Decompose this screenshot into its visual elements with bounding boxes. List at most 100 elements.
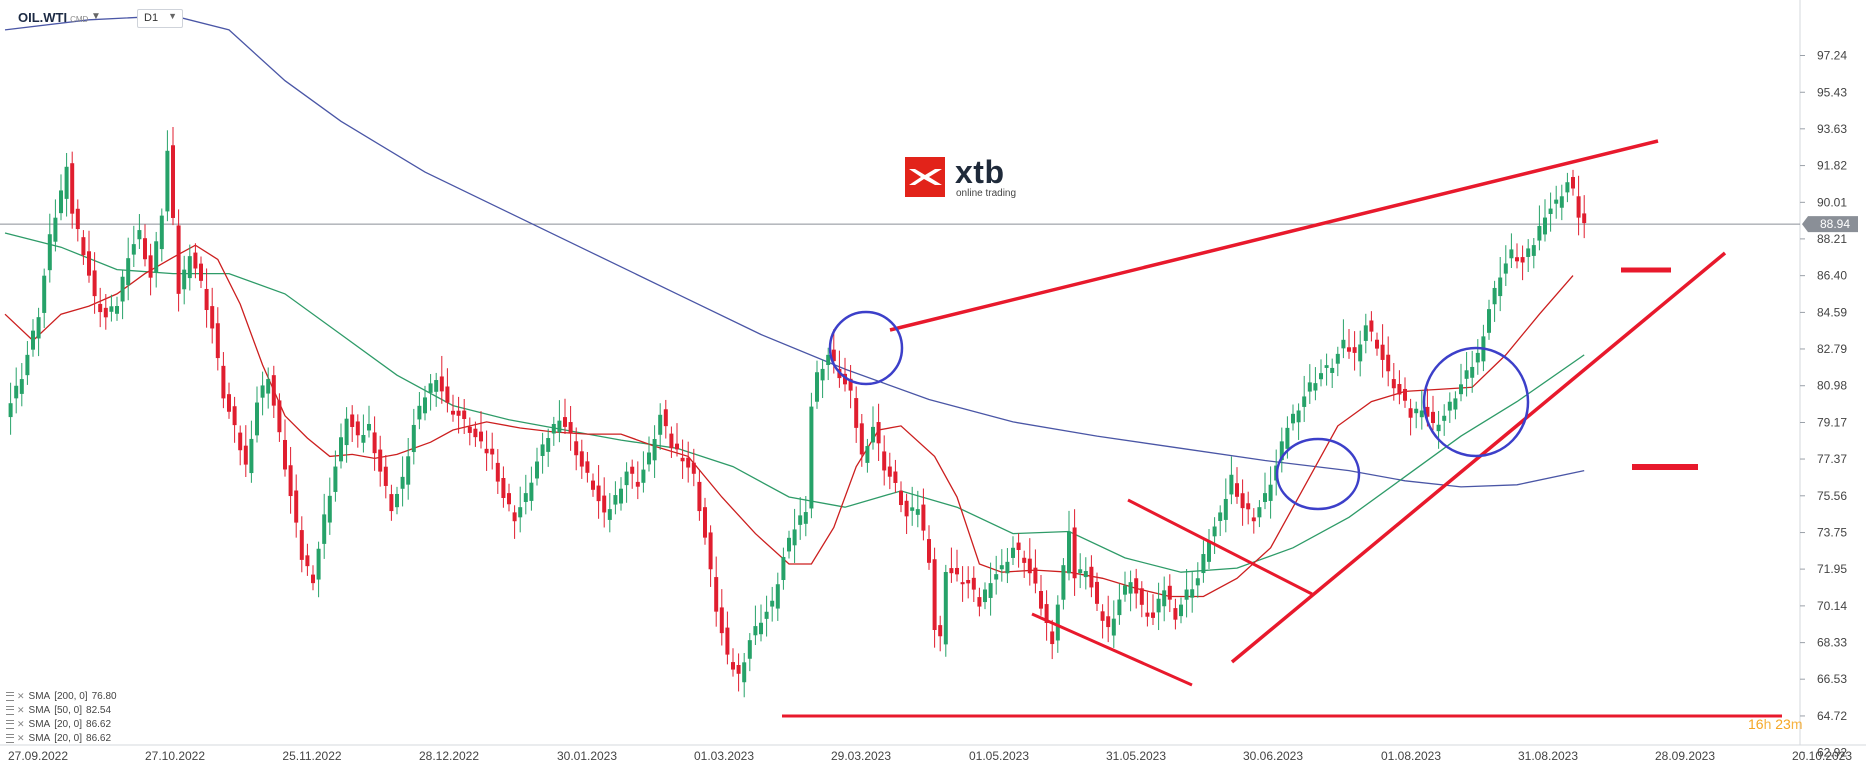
candle-body[interactable]: [697, 481, 702, 512]
candle-body[interactable]: [1083, 571, 1088, 578]
candle-body[interactable]: [1330, 367, 1335, 373]
candle-body[interactable]: [165, 150, 170, 212]
candle-body[interactable]: [103, 307, 108, 318]
candle-body[interactable]: [288, 465, 293, 497]
candle-body[interactable]: [238, 432, 243, 451]
candle-body[interactable]: [1050, 631, 1055, 645]
candle-body[interactable]: [484, 448, 489, 454]
candle-body[interactable]: [977, 597, 982, 607]
candle-body[interactable]: [1313, 383, 1318, 391]
candle-body[interactable]: [395, 493, 399, 508]
candle-body[interactable]: [1263, 493, 1267, 502]
candle-body[interactable]: [305, 555, 310, 567]
candle-body[interactable]: [871, 426, 875, 443]
candle-body[interactable]: [938, 625, 943, 637]
wedge-lower-line[interactable]: [1031, 612, 1193, 687]
candle-body[interactable]: [1537, 225, 1542, 241]
candle-body[interactable]: [759, 622, 763, 635]
candle-body[interactable]: [333, 466, 338, 492]
indicator-item[interactable]: ✕ SMA [20, 0] 86.62: [6, 717, 226, 731]
close-icon[interactable]: ✕: [17, 718, 25, 729]
candle-body[interactable]: [540, 444, 545, 456]
candle-body[interactable]: [1055, 604, 1060, 641]
candle-body[interactable]: [1487, 309, 1491, 333]
highlight-circle-2[interactable]: [1275, 437, 1361, 511]
candle-body[interactable]: [1279, 441, 1284, 461]
candle-body[interactable]: [949, 568, 954, 574]
candle-body[interactable]: [53, 217, 58, 242]
wedge-upper-line[interactable]: [1127, 498, 1313, 596]
candle-body[interactable]: [719, 607, 724, 634]
candle-body[interactable]: [355, 421, 360, 436]
candle-body[interactable]: [19, 379, 24, 394]
candle-body[interactable]: [255, 402, 259, 436]
candle-body[interactable]: [1285, 427, 1290, 449]
candle-body[interactable]: [1459, 384, 1463, 395]
candle-body[interactable]: [943, 571, 948, 645]
close-icon[interactable]: ✕: [17, 704, 25, 715]
candle-body[interactable]: [1089, 566, 1094, 588]
candle-body[interactable]: [350, 414, 355, 427]
candle-body[interactable]: [456, 410, 461, 416]
candle-body[interactable]: [64, 166, 69, 199]
candle-body[interactable]: [731, 662, 735, 670]
candle-body[interactable]: [736, 665, 741, 674]
candle-body[interactable]: [1397, 384, 1402, 395]
candle-body[interactable]: [1207, 540, 1211, 562]
candle-body[interactable]: [994, 574, 999, 580]
candle-body[interactable]: [1218, 512, 1223, 521]
candle-body[interactable]: [899, 490, 903, 506]
candle-body[interactable]: [87, 251, 91, 276]
candle-body[interactable]: [927, 539, 931, 563]
candle-body[interactable]: [1022, 557, 1027, 563]
candle-body[interactable]: [299, 530, 304, 560]
candle-body[interactable]: [1391, 379, 1396, 389]
candle-body[interactable]: [1403, 388, 1407, 401]
candle-body[interactable]: [400, 476, 405, 489]
candle-body[interactable]: [462, 410, 467, 419]
candle-body[interactable]: [232, 406, 237, 426]
candle-body[interactable]: [1067, 531, 1071, 574]
candle-body[interactable]: [1453, 398, 1458, 410]
candle-body[interactable]: [658, 414, 663, 435]
candle-body[interactable]: [271, 375, 276, 406]
candle-body[interactable]: [479, 431, 483, 442]
close-icon[interactable]: ✕: [17, 732, 25, 743]
candle-body[interactable]: [14, 385, 19, 399]
candle-body[interactable]: [1257, 507, 1262, 518]
candle-body[interactable]: [1363, 325, 1368, 341]
indicator-item[interactable]: ✕ SMA [50, 0] 82.54: [6, 703, 226, 717]
candle-body[interactable]: [243, 445, 248, 465]
candle-body[interactable]: [1011, 547, 1015, 558]
candle-body[interactable]: [171, 145, 175, 218]
timeframe-select[interactable]: D1 ▼: [137, 9, 183, 28]
candle-body[interactable]: [753, 626, 758, 636]
candle-body[interactable]: [406, 456, 411, 485]
candle-body[interactable]: [1419, 410, 1424, 418]
candle-body[interactable]: [70, 163, 75, 214]
candle-body[interactable]: [512, 512, 517, 522]
candle-body[interactable]: [876, 422, 881, 444]
candle-body[interactable]: [1156, 598, 1161, 613]
candle-body[interactable]: [568, 422, 573, 434]
candle-body[interactable]: [955, 567, 959, 575]
candle-body[interactable]: [988, 583, 993, 598]
candle-body[interactable]: [81, 237, 86, 256]
candle-body[interactable]: [1229, 474, 1234, 495]
candle-body[interactable]: [204, 288, 209, 311]
candle-body[interactable]: [523, 493, 528, 502]
candle-body[interactable]: [1190, 589, 1195, 598]
candle-body[interactable]: [339, 437, 343, 462]
candle-body[interactable]: [960, 582, 965, 585]
candle-body[interactable]: [652, 439, 657, 461]
candle-body[interactable]: [187, 256, 192, 279]
candle-body[interactable]: [98, 303, 103, 313]
candle-body[interactable]: [708, 532, 713, 570]
candle-body[interactable]: [1414, 408, 1419, 414]
candle-body[interactable]: [1033, 567, 1038, 584]
candle-body[interactable]: [1078, 569, 1083, 574]
candle-body[interactable]: [787, 537, 791, 552]
candle-body[interactable]: [803, 512, 808, 524]
candle-body[interactable]: [294, 490, 299, 523]
candle-body[interactable]: [1117, 599, 1122, 616]
